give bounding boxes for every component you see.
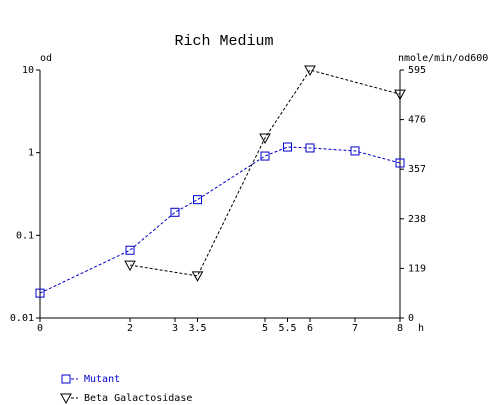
y2-tick-label: 476: [408, 115, 426, 126]
marker: [170, 207, 180, 217]
legend-label: Beta Galactosidase: [84, 393, 192, 404]
marker: [125, 245, 135, 255]
y-tick-label: 10: [22, 65, 34, 76]
legend-marker: [61, 374, 71, 384]
x-tick-label: 5.5: [278, 323, 296, 334]
y-tick-label: 0.1: [16, 230, 34, 241]
marker: [283, 142, 292, 152]
marker: [259, 133, 271, 144]
marker: [304, 65, 316, 77]
marker: [350, 146, 360, 156]
x-tick-label: 0: [37, 323, 43, 334]
y2-tick-label: 238: [408, 214, 426, 225]
x-tick-label: 6: [307, 323, 313, 334]
marker: [305, 143, 315, 153]
legend-marker: [60, 393, 72, 405]
y2-axis-label: nmole/min/od600: [398, 53, 488, 64]
chart-title: Rich Medium: [174, 33, 273, 50]
series-line: [39, 146, 401, 294]
y-tick-label: 0.01: [10, 313, 34, 324]
marker: [193, 195, 202, 205]
y-axis-label: od: [40, 53, 52, 64]
legend-label: Mutant: [84, 374, 120, 385]
marker: [260, 151, 270, 161]
marker: [395, 158, 405, 168]
x-axis-label: h: [418, 323, 424, 334]
y2-tick-label: 357: [408, 164, 426, 175]
y2-tick-label: 119: [408, 263, 426, 274]
y2-tick-label: 0: [408, 313, 414, 324]
x-tick-label: 3.5: [188, 323, 206, 334]
marker: [35, 288, 45, 298]
y-tick-label: 1: [28, 148, 34, 159]
x-tick-label: 7: [352, 323, 358, 334]
marker: [394, 89, 406, 101]
marker: [124, 260, 136, 272]
marker: [191, 271, 204, 282]
x-tick-label: 3: [172, 323, 178, 334]
series-line: [129, 69, 401, 277]
y2-tick-label: 595: [408, 65, 426, 76]
x-tick-label: 2: [127, 323, 133, 334]
x-tick-label: 8: [397, 323, 403, 334]
x-tick-label: 5: [262, 323, 268, 334]
